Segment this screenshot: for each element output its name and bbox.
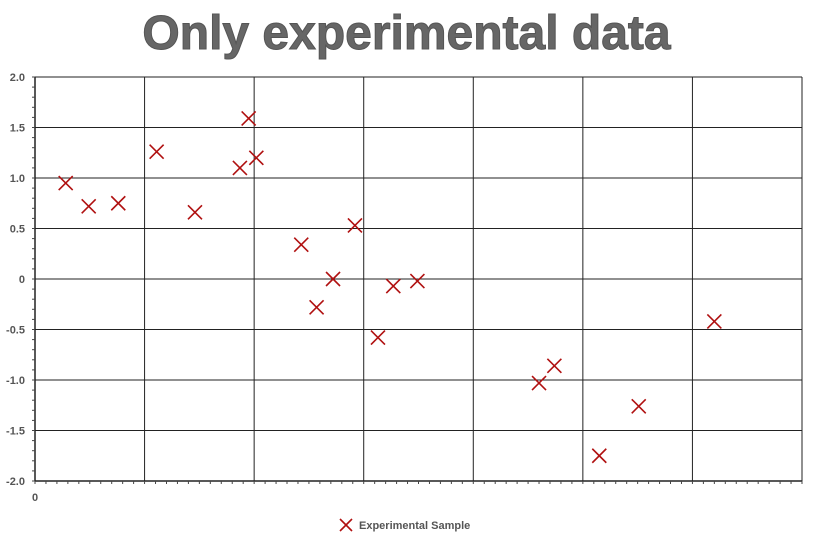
data-point bbox=[631, 398, 647, 414]
data-point bbox=[706, 313, 722, 329]
y-axis-tick-labels: 2.0 1.5 1.0 0.5 0 -0.5 -1.0 -1.5 -2.0 bbox=[6, 72, 25, 488]
y-tick-label: 0 bbox=[19, 274, 25, 286]
data-point bbox=[187, 204, 203, 220]
data-point bbox=[591, 448, 607, 464]
data-point bbox=[385, 278, 401, 294]
y-tick-label: -1.0 bbox=[6, 375, 25, 387]
y-tick-label: 1.0 bbox=[10, 173, 25, 185]
y-tick-label: 2.0 bbox=[10, 72, 25, 84]
data-point bbox=[149, 144, 165, 160]
data-point bbox=[370, 330, 386, 346]
data-point bbox=[232, 160, 248, 176]
x-axis-tick-labels: 0 bbox=[32, 492, 38, 504]
axes bbox=[32, 76, 803, 484]
data-points bbox=[58, 110, 722, 464]
x-tick-label: 0 bbox=[32, 492, 38, 504]
legend-marker bbox=[339, 518, 353, 532]
data-point bbox=[309, 299, 325, 315]
y-tick-label: -1.5 bbox=[6, 426, 25, 438]
legend-label: Experimental Sample bbox=[359, 520, 470, 532]
data-point bbox=[293, 237, 309, 253]
data-point bbox=[409, 273, 425, 289]
y-tick-label: -2.0 bbox=[6, 476, 25, 488]
data-point bbox=[531, 375, 547, 391]
y-tick-label: 1.5 bbox=[10, 123, 25, 135]
legend: Experimental Sample bbox=[339, 518, 470, 532]
data-point bbox=[325, 271, 341, 287]
data-point bbox=[241, 110, 257, 126]
data-point bbox=[58, 175, 74, 191]
y-tick-label: -0.5 bbox=[6, 325, 25, 337]
data-point bbox=[347, 217, 363, 234]
data-point bbox=[81, 198, 97, 214]
y-tick-label: 0.5 bbox=[10, 224, 25, 236]
data-point bbox=[248, 150, 264, 166]
data-point bbox=[110, 195, 126, 211]
chart-title: Only experimental data bbox=[142, 7, 671, 61]
data-point bbox=[546, 358, 562, 374]
